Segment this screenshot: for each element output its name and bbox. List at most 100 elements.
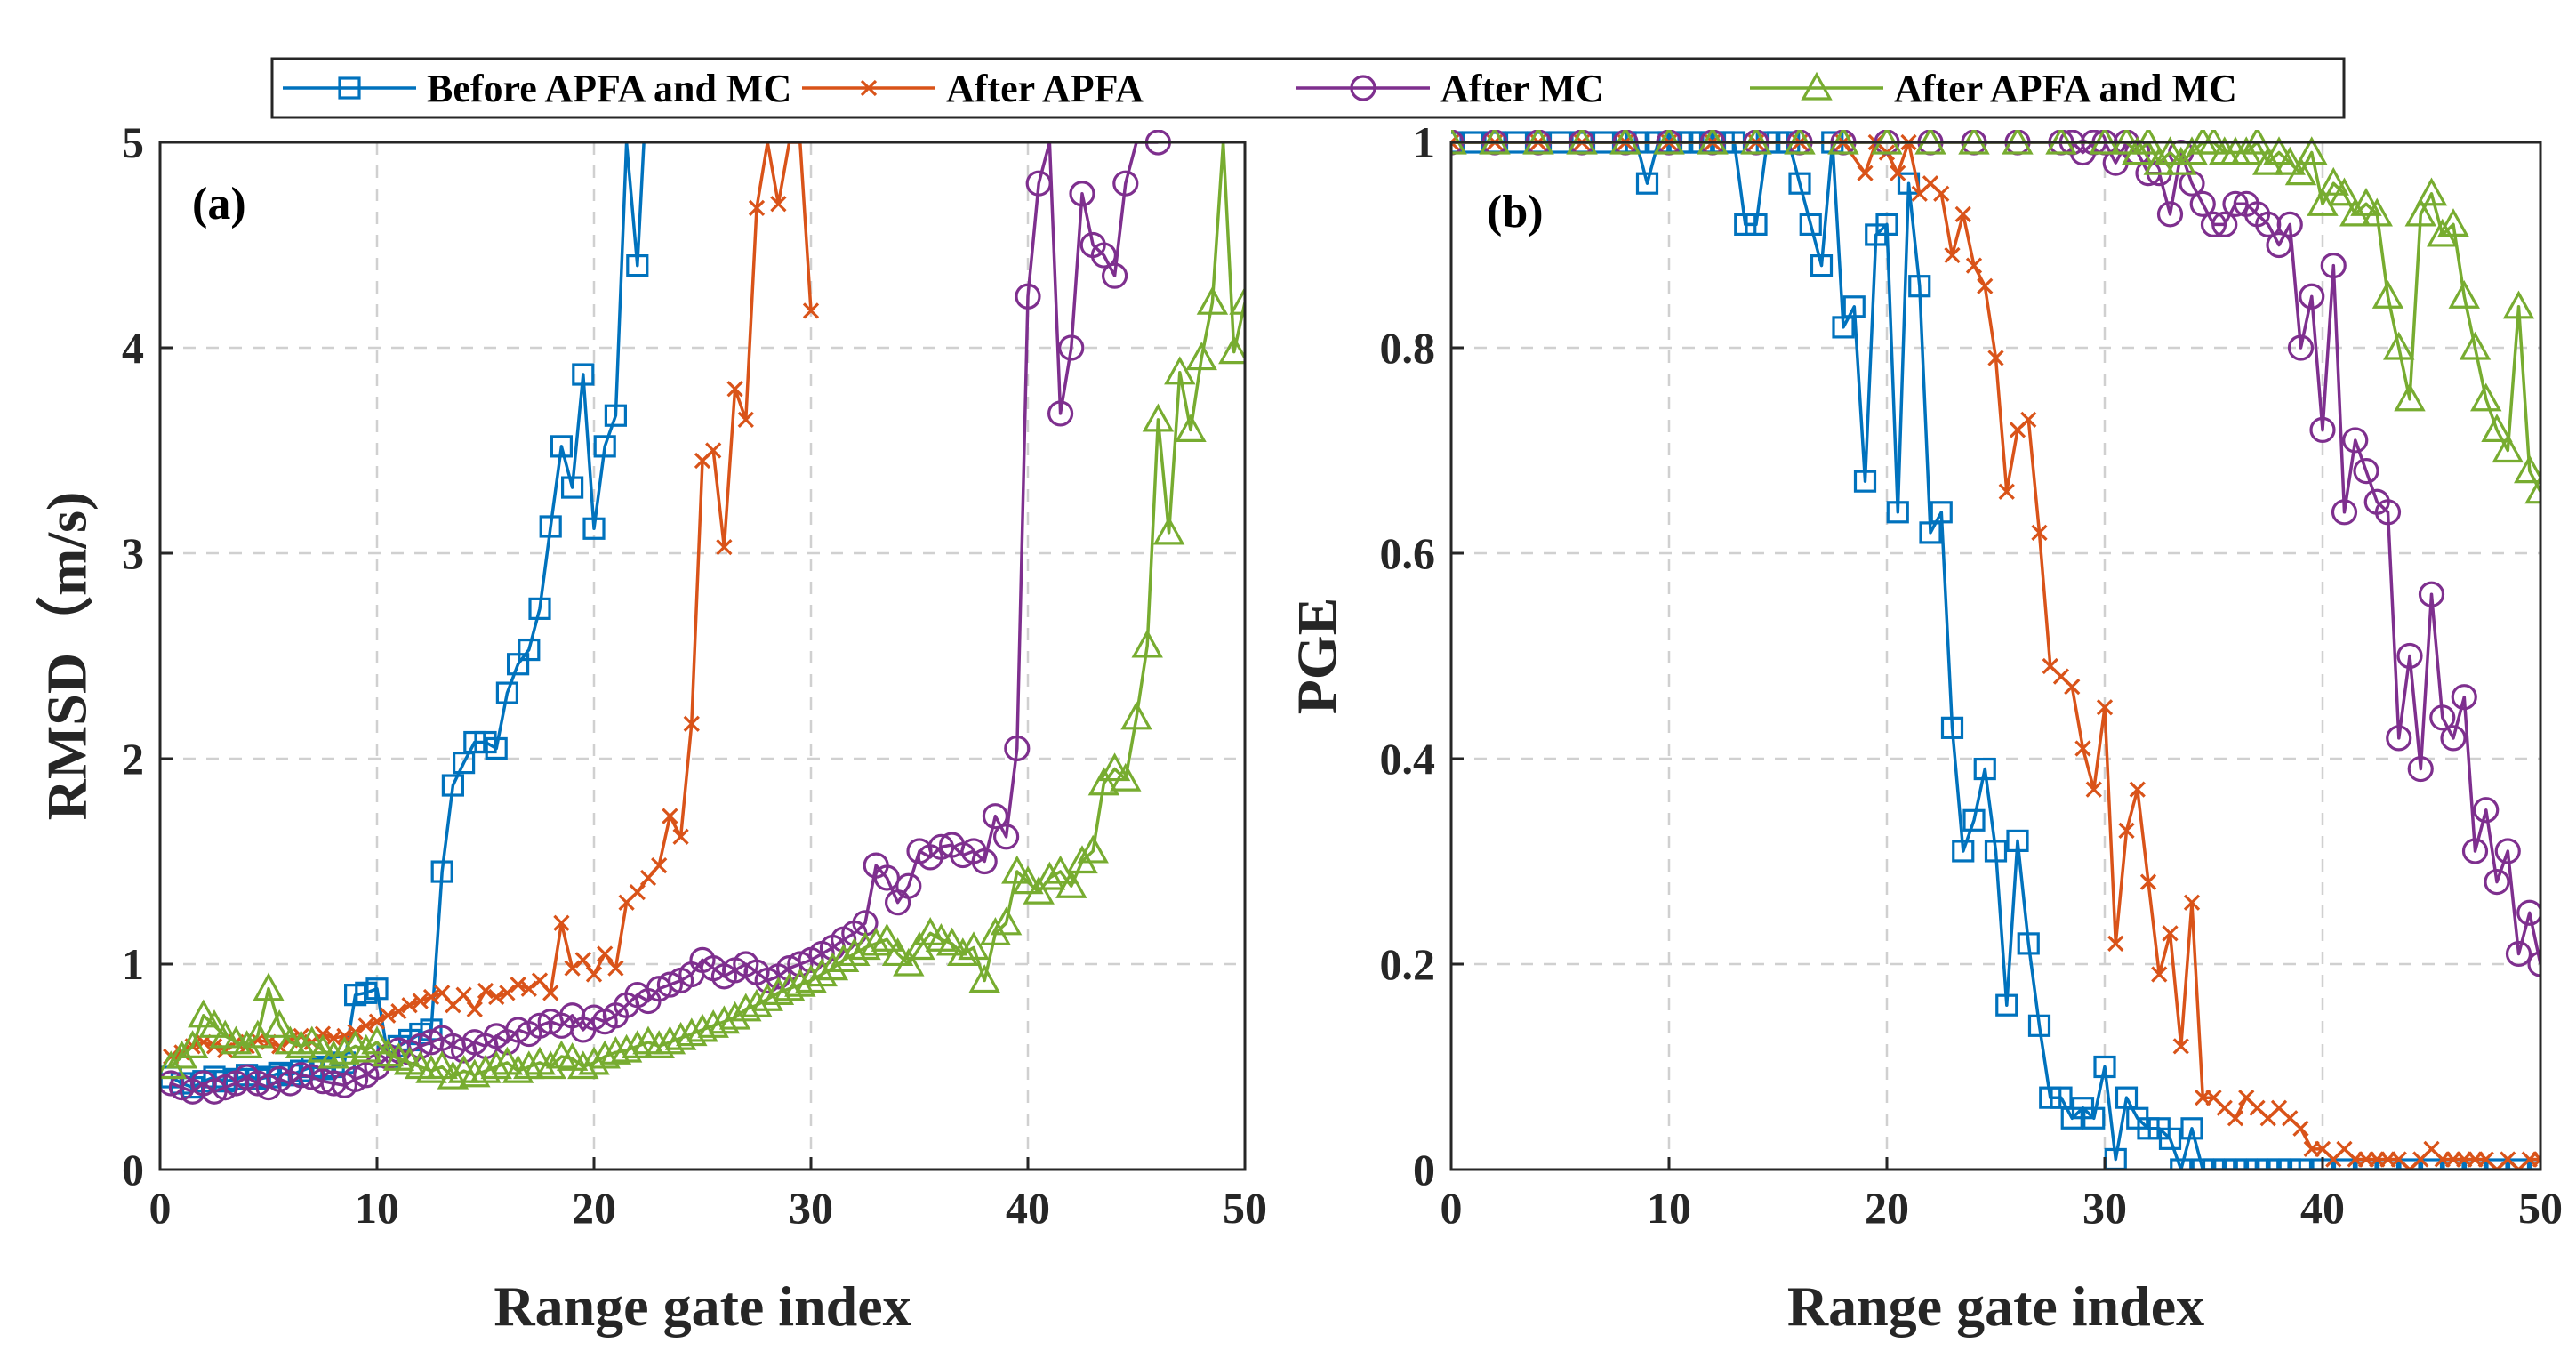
panel-b-after-apfa-point	[2292, 1120, 2309, 1137]
panel-a-x-tick-label: 40	[1006, 1183, 1050, 1233]
panel-a-y-axis-title: RMSD（m/s)	[36, 492, 99, 821]
panel-a-x-tick-label: 10	[355, 1183, 399, 1233]
panel-a-after-apfa-and-mc-point	[1110, 762, 1142, 792]
panel-b-after-apfa-and-mc-point	[2230, 136, 2262, 165]
panel-a-after-apfa-and-mc-point	[480, 1050, 512, 1080]
panel-b-after-apfa-point	[2151, 966, 2168, 983]
panel-b-after-apfa-point	[2183, 894, 2201, 911]
panel-b-after-apfa-and-mc-point	[2176, 136, 2208, 165]
panel-b-after-apfa-point	[2107, 935, 2124, 953]
panel-b-after-apfa-and-mc-point	[2459, 331, 2492, 360]
panel-a-after-apfa-and-mc-point	[502, 1054, 534, 1083]
panel-b-after-apfa-and-mc-point	[2470, 382, 2502, 412]
panel-a-after-apfa-point	[542, 985, 559, 1001]
panel-b-after-mc-point	[2276, 211, 2303, 237]
legend-after-apfa-marker	[860, 79, 878, 97]
panel-a-after-mc-point	[1025, 170, 1052, 197]
panel-b-before-apfa-and-mc-point	[1984, 840, 2008, 863]
panel-a-before-apfa-and-mc-point	[495, 681, 519, 704]
panel-a-after-apfa-and-mc-point	[198, 1009, 230, 1038]
panel-b-before-apfa-and-mc-point	[2082, 1106, 2106, 1130]
panel-b-before-apfa-and-mc-point	[2093, 1055, 2116, 1079]
panel-a-series-after-apfa-and-mc	[160, 141, 1245, 1090]
panel-b-before-apfa-and-mc-point	[2289, 1158, 2313, 1170]
panel-a-y-tick-label: 1	[122, 939, 144, 989]
panel-b-before-apfa-and-mc-point	[1842, 295, 1866, 318]
panel-a-before-apfa-and-mc-point	[560, 476, 584, 499]
panel-a-after-apfa-and-mc-point	[676, 1017, 708, 1047]
panel-b-before-apfa-and-mc-point	[2158, 1127, 2182, 1150]
panel-b-grid	[1451, 142, 2540, 1170]
panel-a-after-apfa-and-mc-point	[881, 937, 914, 967]
panel-a-after-apfa-and-mc-point	[469, 1054, 502, 1083]
panel-b-before-apfa-and-mc-point	[2332, 1158, 2356, 1170]
panel-b-before-apfa-and-mc-point	[1952, 840, 1975, 863]
panel-a-x-tick-label: 30	[789, 1183, 833, 1233]
legend-item-after-mc: After MC	[1296, 67, 1604, 110]
panel-a-after-apfa-point	[629, 884, 646, 901]
panel-a-after-apfa-and-mc-point	[426, 1050, 458, 1080]
panel-b-after-apfa-point	[2162, 925, 2179, 942]
panel-a-after-mc-point	[1112, 170, 1139, 197]
panel-b-after-mc-point	[2407, 755, 2434, 783]
panel-a-after-apfa-and-mc-point	[556, 1041, 589, 1071]
panel-b-after-mc-point	[2287, 334, 2315, 361]
panel-b-after-apfa-and-mc-point	[2524, 475, 2540, 504]
panel-a-after-apfa-and-mc-point	[1033, 861, 1066, 890]
panel-b-before-apfa-and-mc-point	[1973, 757, 1996, 781]
panel-b-after-apfa-point	[2020, 411, 2037, 428]
panel-b-after-apfa-and-mc-point	[2252, 146, 2284, 175]
panel-b-before-apfa-and-mc-point	[1962, 808, 1986, 832]
panel-a-after-apfa-and-mc-point	[1152, 516, 1185, 545]
panel-b-x-axis-title: Range gate index	[1787, 1275, 2204, 1338]
panel-a-after-apfa-and-mc-line	[169, 141, 1245, 1079]
legend: Before APFA and MC After APFA After MC Afte…	[270, 57, 2346, 119]
legend-after-apfa-and-mc-marker	[1801, 71, 1833, 101]
panel-a-after-apfa-and-mc-point	[990, 906, 1023, 936]
panel-b-label: (b)	[1487, 187, 1544, 237]
panel-a-before-apfa-and-mc-point	[528, 597, 551, 620]
panel-a-after-mc-point	[775, 955, 803, 982]
panel-a-after-apfa-and-mc-point	[849, 931, 881, 961]
panel-b-series	[1451, 130, 2540, 1170]
panel-b-before-apfa-and-mc-point	[2006, 829, 2029, 853]
panel-b-after-mc-point	[2156, 201, 2184, 228]
panel-b-after-apfa-point	[2532, 1151, 2540, 1168]
panel-a-after-apfa-and-mc-point	[1098, 752, 1131, 782]
panel-a-after-apfa-point	[477, 982, 494, 1000]
panel-a-after-apfa-and-mc-point	[643, 1030, 675, 1059]
legend-after-mc-marker	[1350, 75, 1376, 101]
panel-a-after-mc-point	[992, 824, 1020, 850]
panel-a-before-apfa-and-mc-line	[170, 141, 646, 1090]
panel-b-before-apfa-and-mc-point	[2027, 1014, 2051, 1037]
panel-b-after-apfa-point	[1857, 165, 1874, 181]
panel-a-after-apfa-and-mc-point	[1055, 869, 1087, 898]
panel-a-after-apfa-and-mc-point	[242, 1019, 274, 1049]
panel-b-y-tick-label: 0.8	[1380, 323, 1436, 373]
panel-a-after-apfa-and-mc-point	[589, 1040, 621, 1069]
panel-b-after-apfa-point	[2031, 524, 2048, 542]
panel-a-after-apfa-and-mc-point	[686, 1013, 718, 1042]
panel-a-after-apfa-point	[662, 808, 678, 824]
panel-b-after-mc-point	[2331, 499, 2358, 526]
panel-b-after-mc-point	[2494, 838, 2521, 864]
panel-a-tick-labels: 0 10 20 30 40 50 0 1 2 3 4 5	[122, 117, 1267, 1233]
panel-a-before-apfa-and-mc-point	[572, 363, 595, 386]
panel-b-after-mc-point	[2418, 581, 2445, 607]
panel-b-after-apfa-point	[2085, 781, 2102, 798]
panel-a-after-mc-point	[982, 803, 1009, 830]
panel-a-after-apfa-and-mc-point	[697, 1009, 729, 1038]
panel-b-after-apfa-point	[1933, 185, 1950, 202]
panel-a-after-apfa-and-mc-point	[1077, 834, 1109, 864]
panel-b-after-apfa-and-mc-point	[2481, 414, 2513, 442]
panel-b-after-apfa-point	[1987, 350, 2004, 366]
panel-a-after-apfa-and-mc-point	[839, 937, 871, 967]
panel-b-after-apfa-point	[1954, 205, 1971, 222]
panel-b-y-tick-label: 0.6	[1380, 528, 1436, 578]
panel-a-after-apfa-point	[401, 997, 418, 1014]
panel-a-after-apfa-and-mc-point	[1142, 403, 1175, 432]
legend-after-mc-label: After MC	[1440, 67, 1604, 110]
panel-b-after-mc-point	[2353, 457, 2379, 485]
panel-b-after-mc-point	[2386, 725, 2412, 752]
